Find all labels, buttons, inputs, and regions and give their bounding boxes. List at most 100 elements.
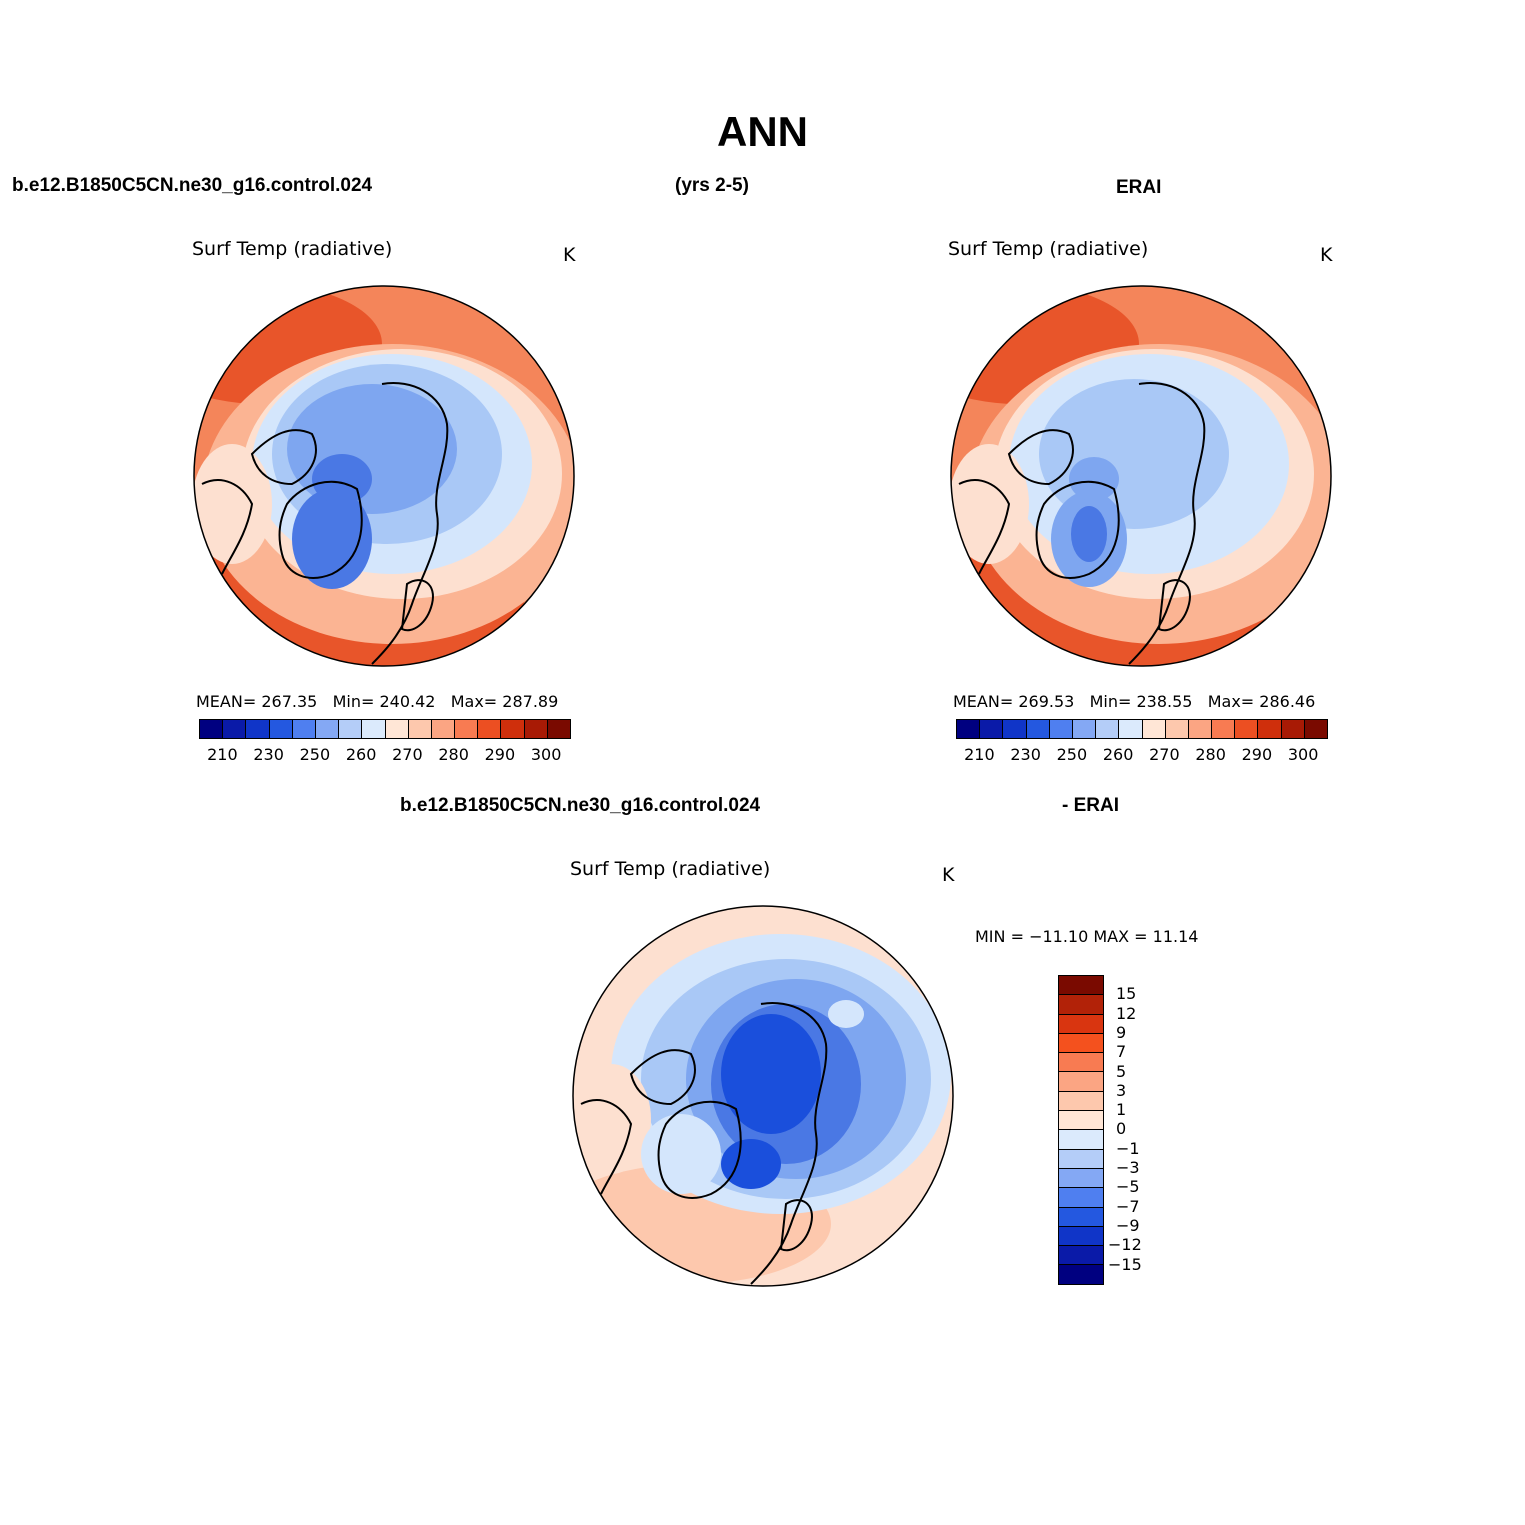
colorbar-swatch [1059, 1226, 1103, 1247]
colorbar-swatch [339, 720, 363, 738]
obs-name-header: ERAI [1116, 177, 1162, 198]
colorbar-tick-label: 12 [1116, 1003, 1137, 1023]
colorbar-swatch [1281, 720, 1305, 738]
colorbar-tick-label: 290 [484, 745, 516, 764]
colorbar-swatch [315, 720, 340, 738]
colorbar-swatch [1059, 1053, 1103, 1073]
obs-colorbar-ticks: 210 230 250 260 270 280 290 300 [956, 745, 1326, 765]
colorbar-swatch [980, 720, 1004, 738]
colorbar-tick-label: 260 [345, 745, 377, 764]
colorbar-swatch [408, 720, 432, 738]
colorbar-swatch [292, 720, 316, 738]
model-colorbar [199, 719, 571, 739]
obs-max-value: 286.46 [1259, 692, 1316, 711]
colorbar-swatch [1059, 1111, 1103, 1131]
colorbar-swatch [1188, 720, 1213, 738]
obs-stats: MEAN= 269.53 Min= 238.55 Max= 286.46 [953, 692, 1315, 711]
obs-mean-label: MEAN= [953, 692, 1014, 711]
colorbar-tick-label: 250 [1056, 745, 1088, 764]
colorbar-swatch [1235, 720, 1259, 738]
colorbar-tick-label: 9 [1116, 1022, 1127, 1042]
model-mean-label: MEAN= [196, 692, 257, 711]
colorbar-swatch [1059, 1265, 1103, 1284]
figure-title: ANN [717, 108, 808, 155]
colorbar-swatch [362, 720, 386, 738]
diff-colorbar [1058, 975, 1104, 1285]
obs-min-label: Min= [1089, 692, 1132, 711]
colorbar-tick-label: 280 [1195, 745, 1226, 764]
colorbar-swatch [1059, 1014, 1103, 1034]
diff-panel-units: K [942, 864, 955, 886]
colorbar-tick-label: 260 [1102, 745, 1134, 764]
colorbar-tick-label: 270 [392, 745, 423, 764]
colorbar-swatch [1059, 1072, 1103, 1092]
model-min-label: Min= [332, 692, 375, 711]
obs-mean-value: 269.53 [1018, 692, 1075, 711]
model-min-value: 240.42 [379, 692, 436, 711]
colorbar-tick-label: 230 [253, 745, 284, 764]
colorbar-tick-label: −1 [1116, 1138, 1140, 1158]
years-header: (yrs 2-5) [675, 175, 749, 196]
diff-obs-header: - ERAI [1062, 795, 1119, 816]
colorbar-tick-label: −9 [1116, 1215, 1140, 1235]
colorbar-swatch [1119, 720, 1143, 738]
colorbar-swatch [1304, 720, 1327, 738]
model-polar-map [193, 285, 575, 667]
colorbar-swatch [1059, 1168, 1103, 1189]
colorbar-swatch [1003, 720, 1027, 738]
colorbar-tick-label: 210 [207, 745, 238, 764]
obs-min-value: 238.55 [1136, 692, 1193, 711]
colorbar-swatch [1026, 720, 1050, 738]
diff-minmax: MIN = −11.10 MAX = 11.14 [975, 927, 1199, 946]
colorbar-swatch [547, 720, 570, 738]
colorbar-tick-label: 300 [530, 745, 562, 764]
colorbar-tick-label: 290 [1241, 745, 1273, 764]
colorbar-swatch [1059, 1130, 1103, 1150]
obs-polar-map [950, 285, 1332, 667]
colorbar-swatch [1059, 1033, 1103, 1054]
model-panel-title: Surf Temp (radiative) [192, 238, 393, 260]
colorbar-tick-label: 280 [438, 745, 469, 764]
colorbar-swatch [1142, 720, 1166, 738]
obs-panel-units: K [1320, 244, 1333, 266]
colorbar-swatch [1072, 720, 1097, 738]
colorbar-tick-label: 270 [1149, 745, 1180, 764]
colorbar-swatch [1059, 1246, 1103, 1266]
colorbar-swatch [1059, 1091, 1103, 1112]
colorbar-tick-label: 230 [1010, 745, 1041, 764]
colorbar-tick-label: 1 [1116, 1100, 1127, 1120]
colorbar-swatch [957, 720, 981, 738]
model-max-label: Max= [450, 692, 498, 711]
colorbar-tick-label: 300 [1287, 745, 1319, 764]
colorbar-tick-label: 15 [1116, 984, 1137, 1004]
model-mean-value: 267.35 [261, 692, 318, 711]
colorbar-swatch [246, 720, 270, 738]
model-panel-units: K [563, 244, 576, 266]
colorbar-tick-label: 5 [1116, 1061, 1127, 1081]
colorbar-swatch [1059, 976, 1103, 996]
colorbar-swatch [385, 720, 409, 738]
diff-polar-map [572, 905, 954, 1287]
colorbar-swatch [1258, 720, 1282, 738]
colorbar-swatch [200, 720, 224, 738]
diff-panel-title: Surf Temp (radiative) [570, 858, 771, 880]
colorbar-tick-label: −5 [1116, 1177, 1140, 1197]
colorbar-swatch [1212, 720, 1236, 738]
colorbar-tick-label: −3 [1116, 1158, 1140, 1177]
colorbar-tick-label: 3 [1116, 1080, 1127, 1100]
colorbar-swatch [1059, 1149, 1103, 1169]
colorbar-swatch [1059, 1207, 1103, 1227]
colorbar-tick-label: −15 [1108, 1254, 1142, 1274]
colorbar-swatch [478, 720, 502, 738]
obs-colorbar [956, 719, 1328, 739]
diff-colorbar-ticks: 15 12 9 7 5 3 1 0 −1 −3 −5 −7 −9 −12 −15 [1108, 975, 1158, 1285]
colorbar-tick-label: −7 [1116, 1196, 1140, 1216]
colorbar-swatch [1165, 720, 1189, 738]
obs-max-label: Max= [1207, 692, 1255, 711]
model-max-value: 287.89 [502, 692, 559, 711]
colorbar-swatch [524, 720, 548, 738]
colorbar-swatch [501, 720, 525, 738]
model-stats: MEAN= 267.35 Min= 240.42 Max= 287.89 [196, 692, 558, 711]
colorbar-tick-label: −12 [1108, 1235, 1142, 1255]
colorbar-swatch [1059, 995, 1103, 1015]
